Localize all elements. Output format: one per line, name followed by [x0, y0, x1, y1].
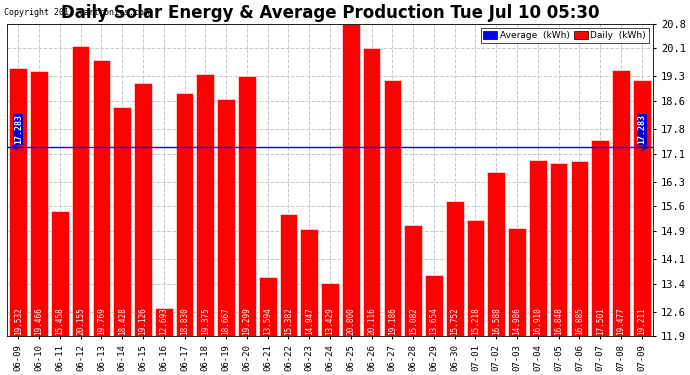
- Text: 17.283: 17.283: [14, 114, 23, 144]
- Bar: [113, 107, 131, 336]
- Text: 18.667: 18.667: [221, 307, 230, 334]
- Bar: [342, 24, 359, 336]
- Text: 19.186: 19.186: [388, 307, 397, 334]
- Text: 19.532: 19.532: [14, 307, 23, 334]
- Bar: [466, 220, 484, 336]
- Bar: [633, 80, 651, 336]
- Text: 14.986: 14.986: [513, 307, 522, 334]
- Text: 15.752: 15.752: [450, 307, 460, 334]
- Bar: [425, 275, 443, 336]
- Text: 19.299: 19.299: [242, 307, 251, 334]
- Text: 19.375: 19.375: [201, 307, 210, 334]
- Text: 19.477: 19.477: [616, 307, 625, 334]
- Text: 20.800: 20.800: [346, 307, 355, 334]
- Text: 18.428: 18.428: [118, 307, 127, 334]
- Text: 16.588: 16.588: [492, 307, 501, 334]
- Text: 13.594: 13.594: [263, 307, 272, 334]
- Bar: [550, 162, 567, 336]
- Bar: [72, 46, 90, 336]
- Text: Copyright 2012 Cartronics.com: Copyright 2012 Cartronics.com: [3, 9, 148, 18]
- Text: 19.126: 19.126: [139, 307, 148, 334]
- Text: 20.155: 20.155: [76, 307, 85, 334]
- Title: Daily Solar Energy & Average Production Tue Jul 10 05:30: Daily Solar Energy & Average Production …: [61, 4, 600, 22]
- Bar: [404, 225, 422, 336]
- Text: 15.382: 15.382: [284, 307, 293, 334]
- Bar: [134, 82, 152, 336]
- Text: 19.466: 19.466: [34, 307, 43, 334]
- Text: 19.211: 19.211: [638, 307, 647, 334]
- Bar: [10, 68, 27, 336]
- Text: 13.429: 13.429: [326, 307, 335, 334]
- Bar: [509, 228, 526, 336]
- Text: 16.910: 16.910: [533, 307, 542, 334]
- Bar: [612, 70, 630, 336]
- Bar: [529, 160, 546, 336]
- Bar: [30, 70, 48, 336]
- Text: 20.116: 20.116: [367, 307, 376, 334]
- Bar: [384, 80, 401, 336]
- Bar: [176, 93, 193, 336]
- Bar: [321, 283, 339, 336]
- Text: 15.218: 15.218: [471, 307, 480, 334]
- Bar: [51, 211, 69, 336]
- Bar: [155, 309, 172, 336]
- Bar: [300, 229, 318, 336]
- Bar: [446, 201, 464, 336]
- Bar: [238, 76, 256, 336]
- Bar: [259, 277, 277, 336]
- Bar: [279, 214, 297, 336]
- Text: 18.830: 18.830: [180, 307, 189, 334]
- Bar: [92, 60, 110, 336]
- Bar: [217, 99, 235, 336]
- Bar: [571, 161, 589, 336]
- Text: 17.501: 17.501: [595, 307, 604, 334]
- Text: 13.654: 13.654: [429, 307, 438, 334]
- Bar: [591, 140, 609, 336]
- Text: 16.885: 16.885: [575, 307, 584, 334]
- Text: 17.283: 17.283: [638, 114, 647, 144]
- Legend: Average  (kWh), Daily  (kWh): Average (kWh), Daily (kWh): [481, 28, 649, 43]
- Bar: [363, 48, 380, 336]
- Text: 19.769: 19.769: [97, 307, 106, 334]
- Bar: [197, 74, 214, 336]
- Text: 15.458: 15.458: [55, 307, 64, 334]
- Text: 16.848: 16.848: [554, 307, 563, 334]
- Text: 12.693: 12.693: [159, 307, 168, 334]
- Bar: [487, 172, 505, 336]
- Text: 14.947: 14.947: [305, 307, 314, 334]
- Text: 15.082: 15.082: [408, 307, 417, 334]
